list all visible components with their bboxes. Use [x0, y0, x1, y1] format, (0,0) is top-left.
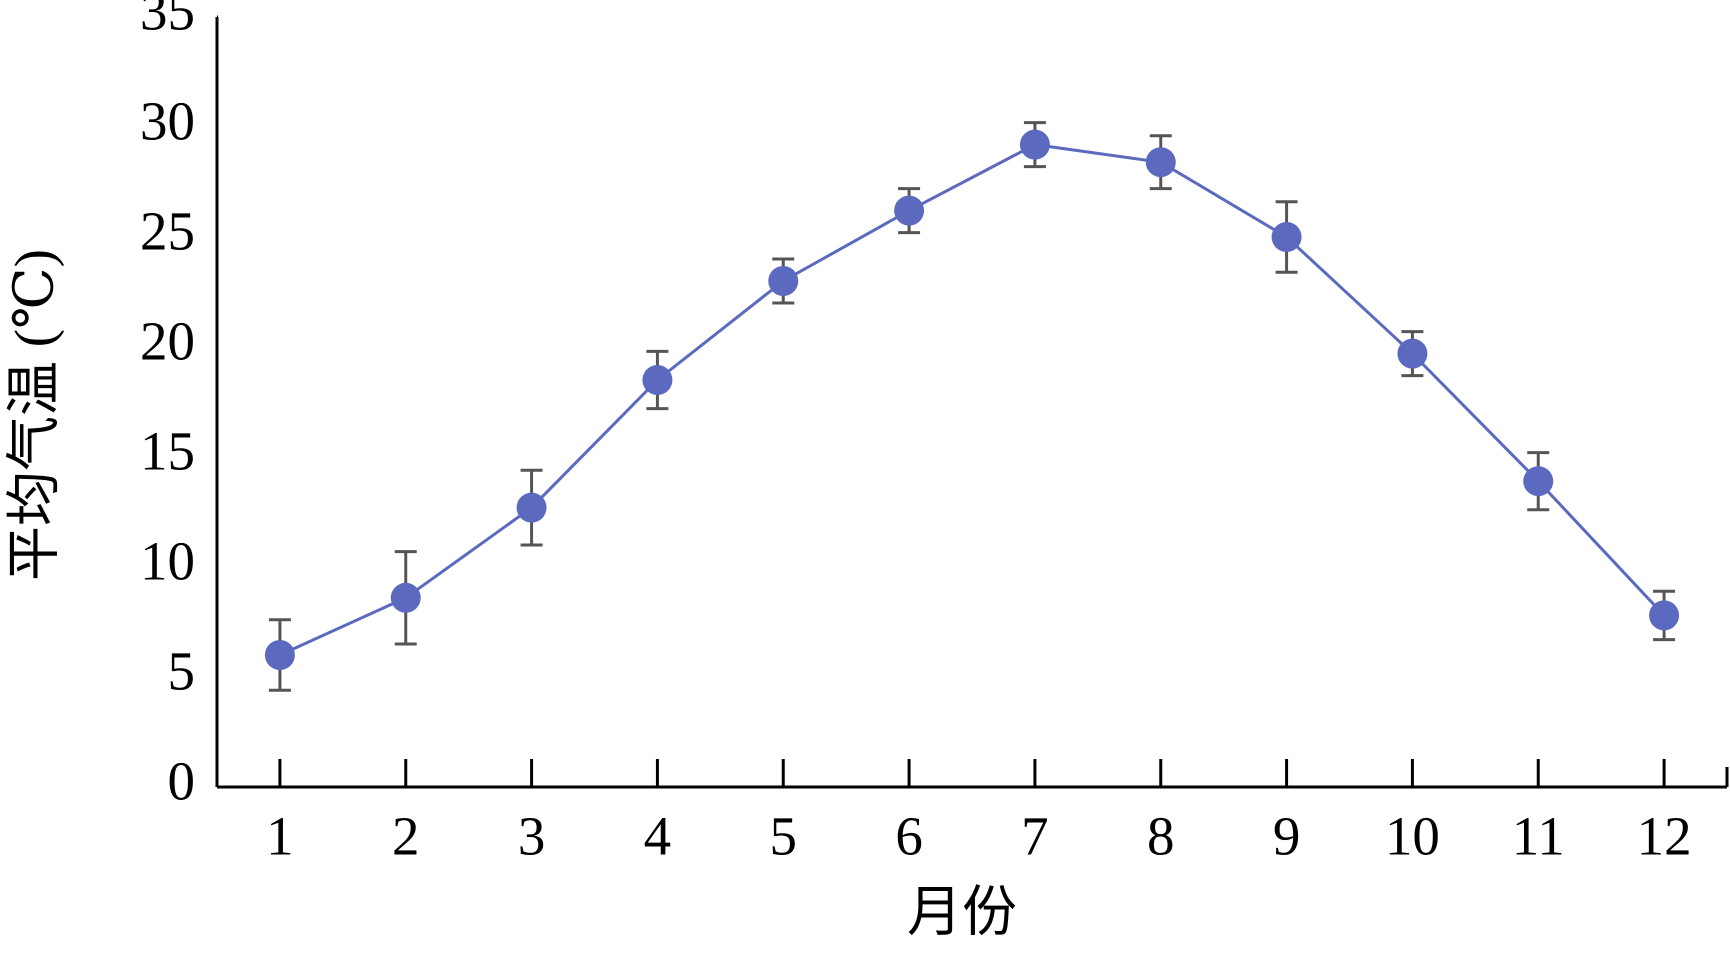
point: [1649, 600, 1680, 631]
x-tick-label: 7: [1021, 806, 1049, 867]
y-tick-label: 20: [140, 311, 195, 372]
point: [642, 365, 673, 395]
point: [390, 582, 421, 613]
x-tick-label: 1: [266, 806, 294, 867]
x-tick-label: 3: [518, 806, 546, 867]
x-tick-label: 2: [392, 806, 420, 867]
line: [279, 143, 1666, 657]
y-tick-label: 0: [168, 751, 196, 812]
point: [264, 640, 295, 670]
x-tick-label: 4: [644, 806, 672, 867]
y-tick-label: 35: [140, 0, 195, 42]
y-tick-label: 5: [168, 641, 196, 702]
point: [768, 266, 799, 296]
x-tick-label: 10: [1385, 806, 1440, 867]
x-tick-label: 9: [1273, 806, 1301, 867]
x-tick-label: 8: [1147, 806, 1175, 867]
y-tick-label: 25: [140, 201, 195, 262]
y-tick-label: 10: [140, 531, 195, 592]
x-tick-label: 11: [1512, 806, 1565, 867]
point: [1271, 222, 1302, 252]
point: [516, 492, 547, 523]
y-tick-label: 15: [140, 421, 195, 482]
x-tick-label: 12: [1637, 806, 1692, 867]
x-tick-label: 5: [770, 806, 798, 867]
point: [894, 195, 925, 226]
point: [1145, 147, 1176, 178]
y-axis-label: 平均气温 (℃): [4, 249, 65, 581]
point: [1397, 338, 1428, 369]
point: [1523, 466, 1554, 497]
x-axis-label: 月份: [907, 882, 1017, 943]
point: [1019, 129, 1050, 160]
x-tick-label: 6: [895, 806, 923, 867]
y-tick-label: 30: [140, 91, 195, 152]
